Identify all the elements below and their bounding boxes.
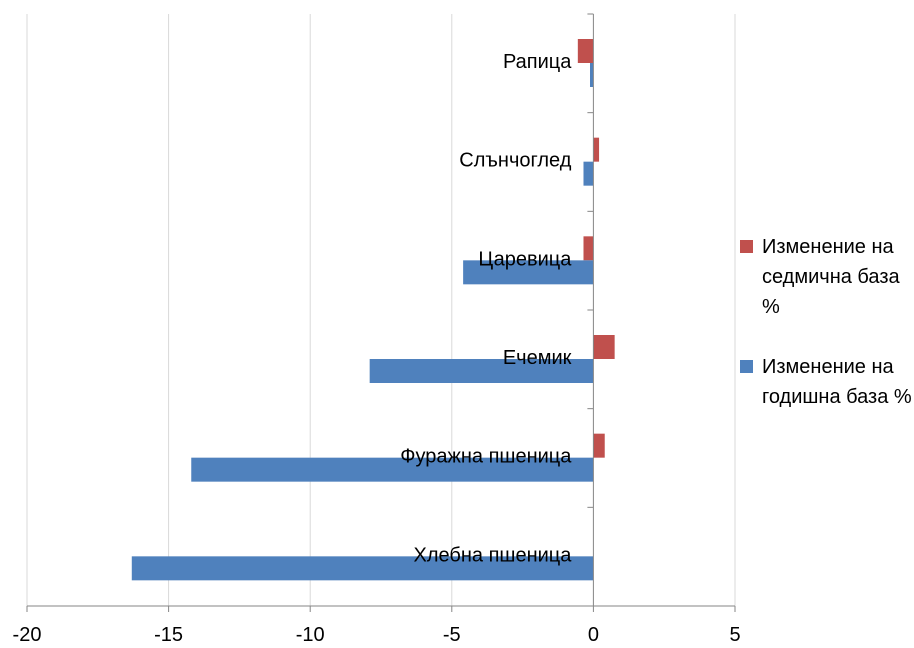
- axes: [26, 13, 736, 612]
- category-label: Ечемик: [503, 347, 572, 369]
- gridlines: [26, 14, 736, 606]
- bars: [131, 39, 615, 581]
- bar-yearly: [191, 457, 594, 482]
- x-tick-label: -20: [13, 624, 42, 646]
- x-tick-label: 5: [729, 624, 740, 646]
- bar-yearly: [463, 260, 594, 285]
- x-tick-label: -15: [154, 624, 183, 646]
- bar-yearly: [583, 161, 594, 186]
- legend-swatch-weekly: [740, 240, 753, 253]
- category-label: Слънчоглед: [459, 150, 571, 172]
- legend: Изменение на седмична база % Изменение н…: [740, 232, 912, 442]
- legend-item-yearly: Изменение на годишна база %: [740, 352, 912, 412]
- bar-weekly: [577, 39, 594, 63]
- bar-yearly: [131, 556, 594, 581]
- x-tick-label: 0: [588, 624, 599, 646]
- bar-weekly: [593, 335, 615, 359]
- tick-labels: -20 -15 -10 -5 0 5: [13, 624, 741, 646]
- bar-weekly: [593, 137, 600, 162]
- bar-yearly: [369, 359, 594, 383]
- bar-weekly: [593, 433, 605, 458]
- category-label: Царевица: [478, 248, 572, 270]
- legend-item-weekly: Изменение на седмична база %: [740, 232, 912, 322]
- legend-swatch-yearly: [740, 360, 753, 373]
- x-tick-label: -5: [443, 624, 461, 646]
- legend-label-weekly: Изменение на седмична база %: [762, 236, 900, 318]
- category-label: Рапица: [503, 51, 572, 73]
- category-label: Хлебна пшеница: [414, 544, 573, 566]
- bar-yearly: [590, 63, 594, 87]
- legend-label-yearly: Изменение на годишна база %: [762, 356, 912, 408]
- category-label: Фуражна пшеница: [400, 446, 572, 468]
- x-tick-label: -10: [296, 624, 325, 646]
- bar-weekly: [583, 236, 594, 261]
- category-labels: Хлебна пшеница Фуражна пшеница Ечемик Царев…: [400, 51, 572, 566]
